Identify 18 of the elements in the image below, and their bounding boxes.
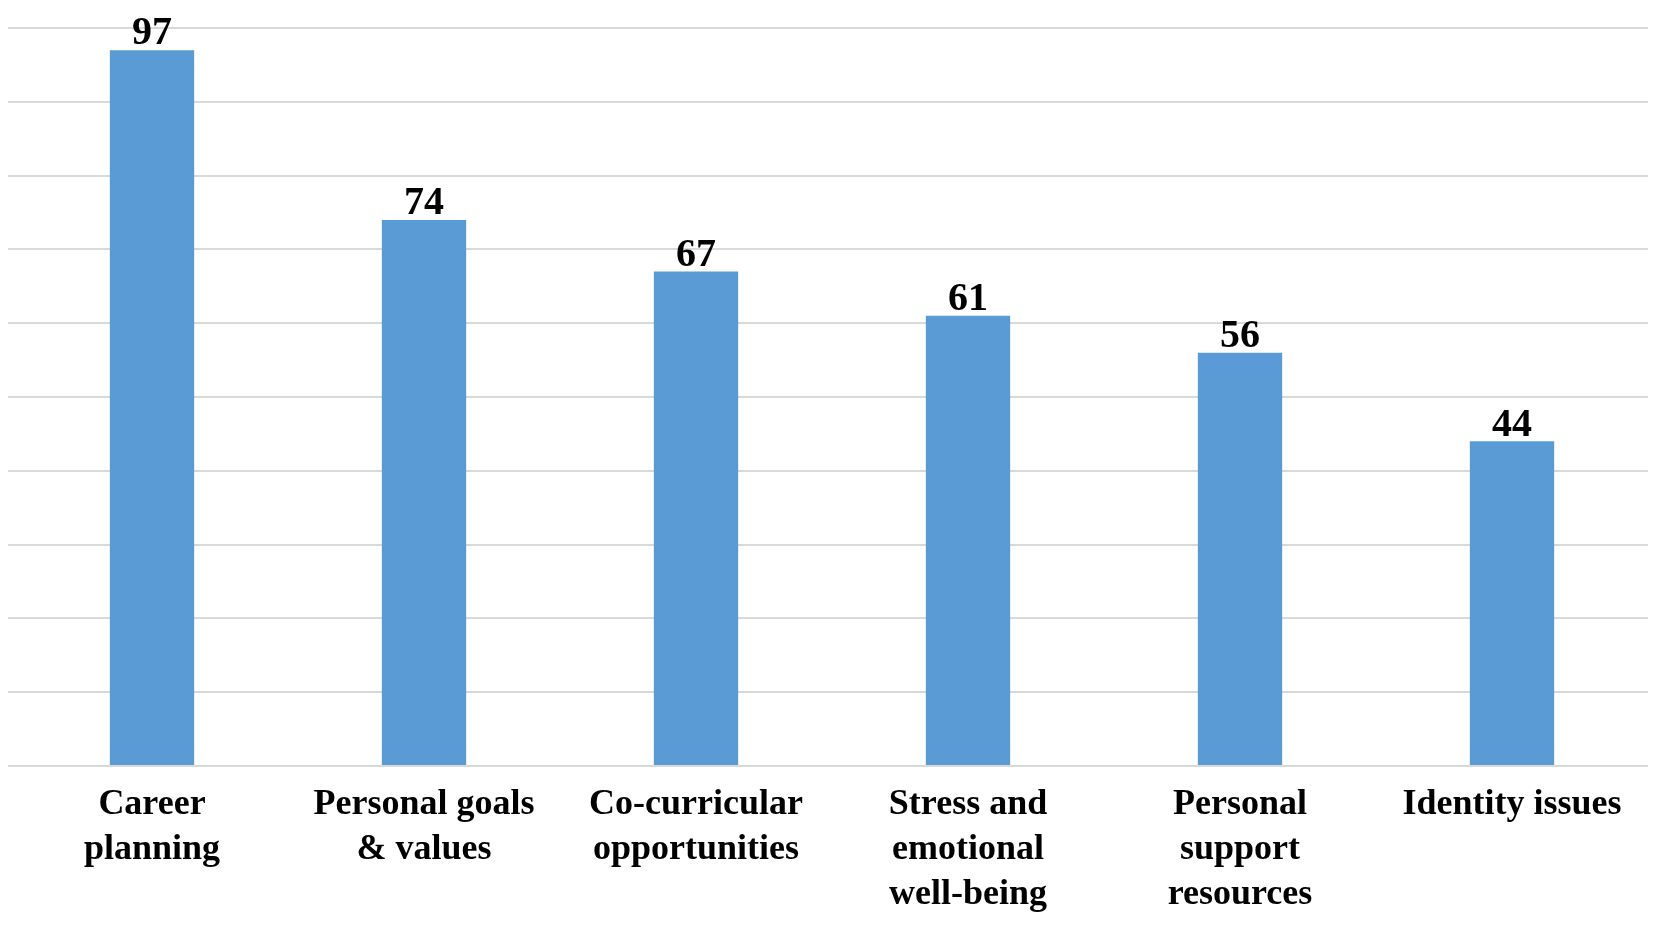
data-label: 97 (132, 8, 172, 54)
bar (381, 219, 467, 765)
x-tick-label: Career planning (83, 781, 221, 867)
bar (109, 50, 195, 765)
data-label: 56 (1220, 311, 1260, 357)
bar (653, 271, 739, 765)
bar (1197, 352, 1283, 765)
data-label: 67 (676, 229, 716, 275)
x-tick-label: Personal support resources (1167, 781, 1313, 912)
data-label: 61 (948, 274, 988, 320)
x-tick-label: Stress and emotional well-being (888, 781, 1048, 912)
data-label: 74 (404, 178, 444, 224)
x-tick-label: Personal goals & values (313, 781, 535, 867)
bar (1469, 441, 1555, 765)
x-tick-label: Co-curricular opportunities (589, 781, 803, 867)
data-label: 44 (1492, 399, 1532, 445)
x-tick-label: Identity issues (1402, 781, 1622, 822)
bar (925, 315, 1011, 765)
